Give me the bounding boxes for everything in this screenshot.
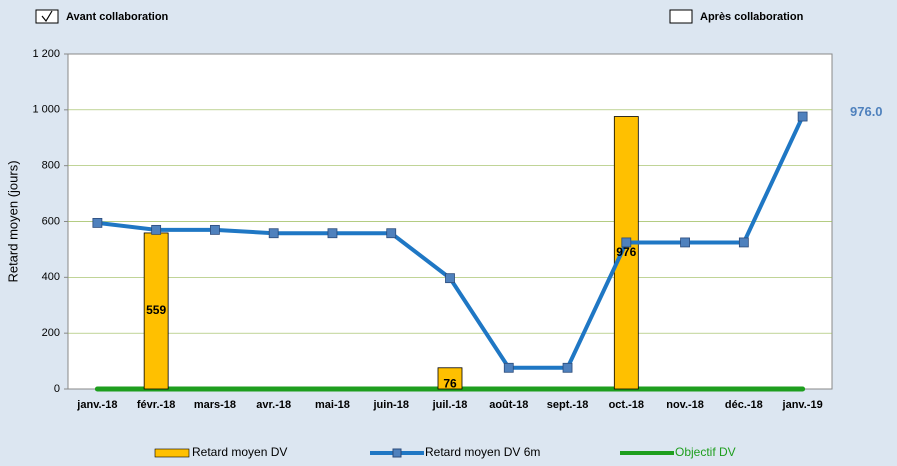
x-tick-label: nov.-18: [666, 399, 704, 411]
checkbox[interactable]: [35, 9, 59, 24]
marker: [621, 237, 632, 248]
annotation: 976.0: [850, 104, 883, 119]
x-tick-label: avr.-18: [256, 399, 291, 411]
x-tick-label: août-18: [489, 399, 528, 411]
marker: [151, 224, 162, 235]
y-axis-label: Retard moyen (jours): [5, 160, 20, 282]
x-tick-label: oct.-18: [609, 399, 644, 411]
marker: [680, 237, 690, 248]
y-tick-label: 800: [42, 160, 60, 172]
x-tick-label: déc.-18: [725, 399, 763, 411]
y-tick-label: 400: [42, 271, 60, 283]
x-tick-label: mai-18: [315, 399, 350, 411]
x-tick-label: mars-18: [194, 399, 236, 411]
legend-label: Retard moyen DV: [192, 445, 287, 459]
marker: [738, 237, 749, 248]
legend-label: Objectif DV: [675, 445, 736, 459]
data-label: 559: [146, 303, 166, 317]
x-tick-label: sept.-18: [547, 399, 589, 411]
check-mark: [41, 10, 53, 23]
data-label: 76: [443, 377, 457, 391]
y-tick-label: 600: [42, 215, 60, 227]
marker: [210, 224, 220, 235]
x-tick-label: janv.-18: [76, 399, 117, 411]
x-tick-label: juil.-18: [432, 399, 468, 411]
y-tick-label: 1 200: [32, 48, 60, 60]
y-tick-label: 200: [42, 327, 60, 339]
legend-swatch: [154, 448, 190, 458]
marker: [503, 362, 514, 373]
marker: [386, 228, 397, 239]
bar: [437, 367, 463, 390]
marker: [797, 111, 808, 122]
control-label[interactable]: Avant collaboration: [66, 11, 169, 23]
marker: [445, 273, 455, 284]
marker: [268, 228, 279, 239]
marker: [92, 217, 103, 228]
y-tick-label: 0: [54, 383, 60, 395]
x-tick-label: juin-18: [373, 399, 409, 411]
bar: [143, 232, 169, 390]
legend-marker: [392, 448, 402, 458]
x-tick-label: févr.-18: [137, 399, 176, 411]
legend-label: Retard moyen DV 6m: [425, 445, 540, 459]
x-tick-label: janv.-19: [782, 399, 823, 411]
checkbox[interactable]: [669, 9, 693, 24]
marker: [562, 362, 573, 373]
data-label: 976: [616, 245, 636, 259]
marker: [327, 228, 338, 239]
bar: [613, 116, 639, 390]
control-label[interactable]: Après collaboration: [700, 11, 804, 23]
y-tick-label: 1 000: [32, 104, 60, 116]
